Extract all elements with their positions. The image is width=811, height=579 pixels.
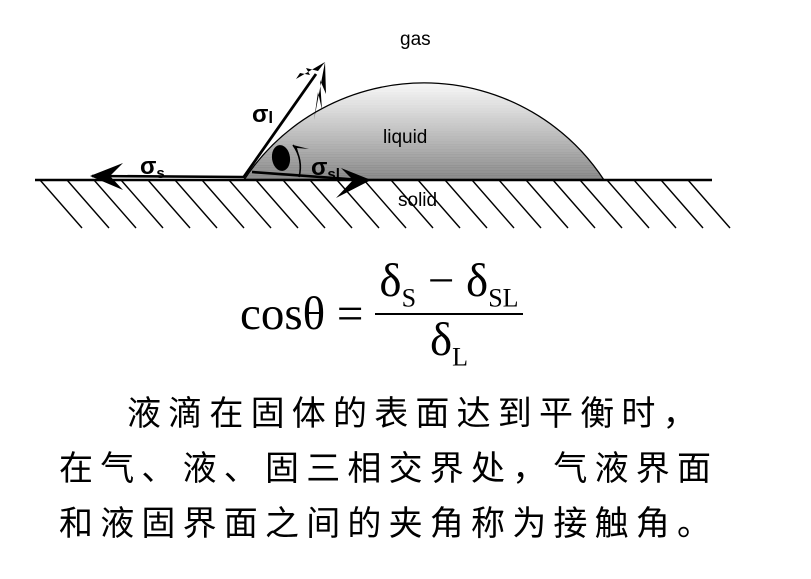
svg-text:liquid: liquid — [383, 127, 427, 148]
svg-text:σl: σl — [252, 101, 273, 128]
svg-text:solid: solid — [398, 190, 437, 211]
svg-text:σs: σs — [140, 153, 165, 182]
svg-text:gas: gas — [400, 29, 431, 50]
